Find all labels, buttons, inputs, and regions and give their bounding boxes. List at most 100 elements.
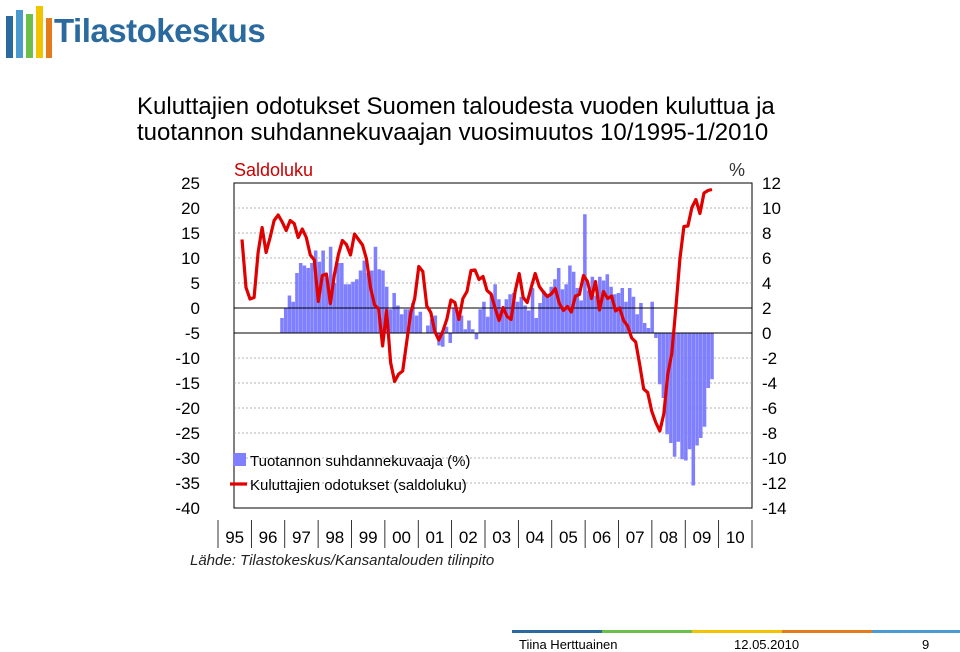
bar <box>474 333 479 340</box>
bar <box>455 313 460 333</box>
bar <box>553 279 557 333</box>
footer-date: 12.05.2010 <box>734 637 800 652</box>
bar <box>396 305 400 333</box>
left-tick-label: 10 <box>181 249 200 268</box>
bar <box>710 333 714 380</box>
left-tick-label: -5 <box>185 324 200 343</box>
bar <box>325 278 329 333</box>
bar <box>351 281 355 333</box>
left-tick-label: 25 <box>181 174 200 193</box>
chart-title-line-1: Kuluttajien odotukset Suomen taloudesta … <box>137 93 775 120</box>
bar <box>467 320 471 333</box>
bar <box>478 309 482 333</box>
left-tick-label: -20 <box>175 399 200 418</box>
bar <box>459 315 464 333</box>
bar <box>388 309 393 333</box>
right-tick-label: -10 <box>762 449 787 468</box>
footer-stripe-yellow <box>692 630 782 633</box>
bar <box>280 318 284 333</box>
bar <box>295 273 299 333</box>
x-tick-label: 02 <box>459 528 478 547</box>
left-tick-label: -10 <box>175 349 200 368</box>
chart-title: Kuluttajien odotukset Suomen taloudesta … <box>137 94 897 146</box>
bar <box>411 303 415 333</box>
x-tick-label: 05 <box>559 528 578 547</box>
bar <box>355 279 359 333</box>
right-tick-label: -2 <box>762 349 777 368</box>
bar <box>403 309 408 333</box>
bar <box>541 290 546 333</box>
bar <box>515 301 520 333</box>
bar <box>441 333 445 347</box>
bar <box>508 294 512 333</box>
consumer-expectations-line <box>240 187 713 433</box>
bar <box>691 333 696 486</box>
bar <box>485 316 490 333</box>
bar <box>545 294 550 333</box>
right-tick-label: -4 <box>762 374 777 393</box>
bar <box>362 260 367 333</box>
bar <box>616 293 621 333</box>
legend-bar-swatch <box>233 453 246 466</box>
bar <box>369 270 374 333</box>
bar <box>631 296 636 333</box>
left-tick-label: -30 <box>175 449 200 468</box>
bar <box>583 214 587 333</box>
bar <box>433 315 438 333</box>
x-tick-label: 99 <box>359 528 378 547</box>
bar <box>669 333 673 443</box>
left-tick-label: -15 <box>175 374 200 393</box>
bar <box>392 293 396 333</box>
bar <box>482 301 486 333</box>
footer-stripe-blue <box>512 630 602 633</box>
bar <box>287 295 292 333</box>
bar <box>340 263 344 333</box>
right-tick-label: 10 <box>762 199 781 218</box>
x-tick-label: 01 <box>425 528 444 547</box>
right-axis-label: % <box>729 160 745 180</box>
bar <box>527 310 531 333</box>
left-tick-label: 0 <box>191 299 200 318</box>
bar <box>661 333 666 398</box>
bar <box>684 333 688 461</box>
bar <box>381 270 385 333</box>
x-tick-label: 09 <box>692 528 711 547</box>
bar <box>418 311 423 333</box>
legend-bar-label: Tuotannon suhdannekuvaaja (%) <box>250 453 470 470</box>
bar <box>328 246 333 333</box>
tilastokeskus-logo: Tilastokeskus <box>2 2 266 62</box>
left-tick-label: 15 <box>181 224 200 243</box>
left-tick-label: -35 <box>175 474 200 493</box>
logo-text: Tilastokeskus <box>54 12 266 49</box>
x-tick-label: 06 <box>592 528 611 547</box>
bar <box>672 333 677 457</box>
bar <box>680 333 684 460</box>
bar <box>452 308 456 333</box>
bar <box>627 288 632 333</box>
bar <box>624 301 628 333</box>
chart-title-line-2: tuotannon suhdannekuvaajan vuosimuutos 1… <box>137 119 769 146</box>
plot-frame <box>233 182 753 509</box>
bar <box>470 329 475 333</box>
footer-stripe-green <box>602 630 692 633</box>
bar <box>399 314 404 333</box>
left-tick-label: -25 <box>175 424 200 443</box>
footer-stripe-orange <box>782 630 872 633</box>
bar <box>426 325 430 333</box>
x-tick-label: 10 <box>726 528 745 547</box>
bar <box>463 329 467 333</box>
bar <box>702 333 707 427</box>
bar <box>590 276 595 333</box>
bar <box>306 268 310 333</box>
left-tick-label: 5 <box>191 274 200 293</box>
right-tick-label: 8 <box>762 224 771 243</box>
x-tick-label: 97 <box>292 528 311 547</box>
bar <box>512 293 516 333</box>
right-tick-label: -8 <box>762 424 777 443</box>
bar <box>302 265 307 333</box>
right-tick-label: -14 <box>762 499 787 518</box>
right-tick-label: 12 <box>762 174 781 193</box>
bar <box>642 323 647 333</box>
footer-author: Tiina Herttuainen <box>519 637 618 652</box>
